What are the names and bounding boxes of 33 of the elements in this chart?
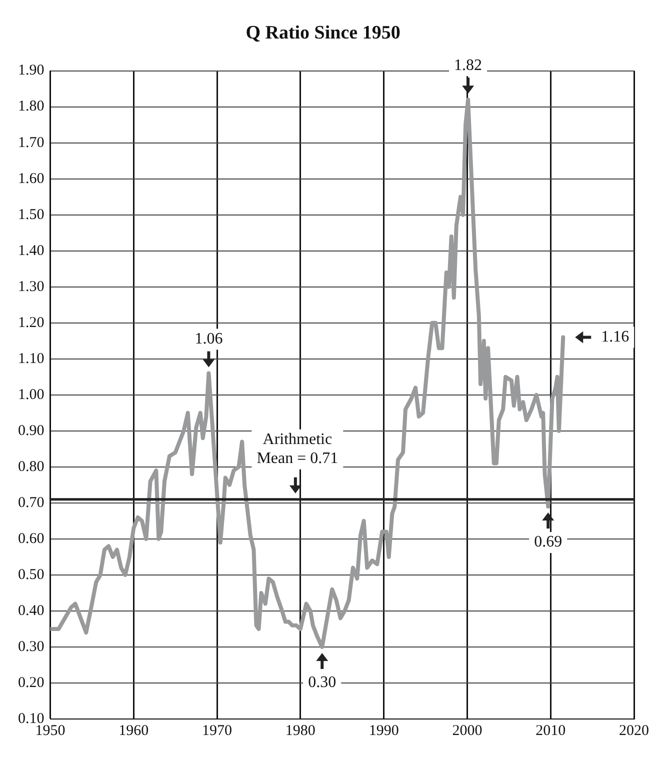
x-tick-label: 2010 bbox=[536, 722, 566, 739]
x-tick-label: 1960 bbox=[118, 722, 149, 739]
annotation: 1.16 bbox=[601, 328, 630, 346]
y-tick-label: 1.90 bbox=[18, 62, 44, 79]
y-tick-label: 1.50 bbox=[18, 206, 44, 223]
x-tick-label: 1950 bbox=[35, 722, 66, 739]
y-tick-label: 0.50 bbox=[18, 566, 44, 583]
annotation: 1.82 bbox=[454, 56, 482, 74]
y-tick-label: 1.20 bbox=[18, 314, 44, 331]
y-tick-label: 1.30 bbox=[18, 278, 44, 295]
y-tick-label: 0.30 bbox=[18, 638, 44, 655]
y-tick-label: 1.60 bbox=[18, 170, 44, 187]
y-tick-label: 0.40 bbox=[18, 602, 44, 619]
y-tick-label: 0.60 bbox=[18, 530, 44, 547]
y-tick-label: 1.40 bbox=[18, 242, 44, 259]
annotation: 1.06 bbox=[194, 330, 223, 348]
x-tick-label: 1970 bbox=[202, 722, 232, 739]
y-tick-label: 0.80 bbox=[18, 458, 44, 475]
ref-line-label: Arithmetic Mean = 0.71 bbox=[256, 431, 338, 468]
chart-title: Q Ratio Since 1950 bbox=[246, 22, 400, 44]
annotation: 0.30 bbox=[308, 674, 336, 692]
x-tick-label: 2000 bbox=[452, 722, 482, 739]
y-tick-label: 1.80 bbox=[18, 98, 44, 115]
y-tick-label: 1.00 bbox=[18, 386, 44, 403]
annotation: 0.69 bbox=[534, 534, 562, 551]
y-tick-label: 0.20 bbox=[18, 674, 44, 691]
x-tick-label: 1990 bbox=[368, 722, 399, 739]
y-tick-label: 0.70 bbox=[18, 494, 44, 511]
y-tick-label: 1.70 bbox=[18, 134, 44, 151]
x-tick-label: 1980 bbox=[285, 722, 316, 739]
y-tick-label: 0.90 bbox=[18, 422, 44, 439]
x-tick-label: 2020 bbox=[619, 722, 649, 739]
y-tick-label: 1.10 bbox=[18, 350, 44, 367]
